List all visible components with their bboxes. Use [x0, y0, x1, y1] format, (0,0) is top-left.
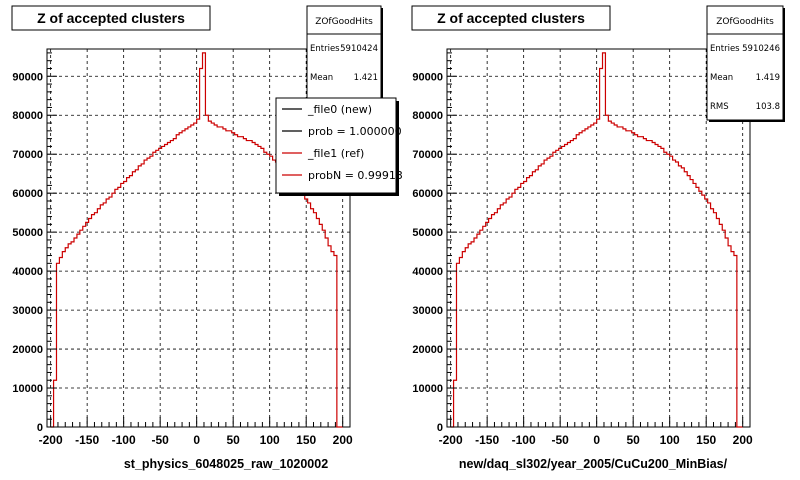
y-tick-label: 20000: [412, 344, 443, 356]
y-tick-label: 50000: [12, 227, 43, 239]
y-tick-label: 90000: [12, 71, 43, 83]
legend-label: probN = 0.99913: [308, 169, 403, 182]
y-tick-label: 70000: [12, 149, 43, 161]
legend-label: prob = 1.000000: [308, 125, 402, 138]
stats-value: 1.419: [756, 73, 780, 83]
y-tick-label: 0: [437, 422, 443, 434]
x-tick-label: 150: [696, 433, 716, 447]
y-tick-label: 20000: [12, 344, 43, 356]
x-tick-label: 200: [733, 433, 753, 447]
y-tick-label: 0: [37, 422, 43, 434]
chart-panel-2: -200 -150 -100 -50 0 50 100 150 200 0 10000 20000 30…: [411, 5, 785, 471]
x-tick-label: -200: [39, 433, 63, 447]
x-tick-label: -50: [551, 433, 569, 447]
plot-frame: [446, 48, 751, 428]
y-tick-label: 90000: [412, 71, 443, 83]
y-tick-label: 40000: [412, 266, 443, 278]
y-tick-label: 70000: [412, 149, 443, 161]
x-axis-caption: new/daq_sl302/year_2005/CuCu200_MinBias/: [459, 457, 728, 471]
legend-label: _file1 (ref): [307, 147, 364, 160]
x-tick-label: 100: [260, 433, 280, 447]
y-tick-label: 80000: [412, 110, 443, 122]
chart-panel-1: -200 -150 -100 -50 0 50 100 150 200 0 10000 20000 30…: [11, 5, 403, 471]
x-tick-label: -100: [512, 433, 536, 447]
x-tick-label: 0: [193, 433, 200, 447]
y-tick-label: 10000: [12, 383, 43, 395]
stats-label: Entries: [710, 44, 740, 54]
x-tick-label: -50: [151, 433, 169, 447]
x-axis-caption: st_physics_6048025_raw_1020002: [124, 457, 328, 471]
x-tick-label: 150: [296, 433, 316, 447]
stats-value: 103.8: [756, 102, 780, 112]
stats-value: 1.421: [354, 73, 378, 83]
chart-title-box: [11, 5, 211, 31]
histogram-series-1: [450, 52, 743, 428]
y-tick-label: 60000: [412, 188, 443, 200]
x-tick-label: 50: [227, 433, 241, 447]
legend-box: [275, 97, 397, 194]
y-tick-label: 30000: [412, 305, 443, 317]
stats-label: RMS: [710, 102, 729, 112]
x-tick-label: -150: [75, 433, 99, 447]
stats-value: 5910246: [742, 44, 780, 54]
chart-title: Z of accepted clusters: [37, 10, 185, 26]
x-tick-label: 100: [660, 433, 680, 447]
x-tick-label: -150: [475, 433, 499, 447]
stats-name: ZOfGoodHits: [315, 17, 373, 27]
x-tick-label: 50: [627, 433, 641, 447]
chart-title-box: [411, 5, 611, 31]
x-tick-label: 0: [593, 433, 600, 447]
x-tick-label: -200: [439, 433, 463, 447]
stats-value: 5910424: [340, 44, 378, 54]
y-tick-label: 50000: [412, 227, 443, 239]
legend-label: _file0 (new): [307, 103, 372, 116]
y-tick-label: 40000: [12, 266, 43, 278]
stats-label: Mean: [710, 73, 733, 83]
y-tick-label: 30000: [12, 305, 43, 317]
y-tick-label: 60000: [12, 188, 43, 200]
x-tick-label: -100: [112, 433, 136, 447]
stats-box: [706, 5, 784, 121]
stats-name: ZOfGoodHits: [716, 17, 774, 27]
stats-label: Mean: [310, 73, 333, 83]
y-tick-label: 10000: [412, 383, 443, 395]
y-tick-label: 80000: [12, 110, 43, 122]
x-tick-label: 200: [333, 433, 353, 447]
stats-label: Entries: [310, 44, 340, 54]
chart-title: Z of accepted clusters: [437, 10, 585, 26]
